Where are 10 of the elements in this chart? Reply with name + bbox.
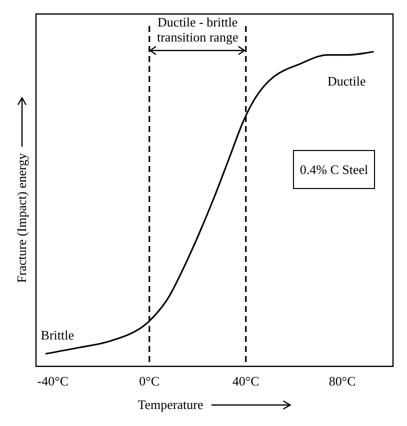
x-tick-label: 0°C — [139, 374, 160, 389]
y-axis-title: Fracture (Impact) energy — [14, 153, 30, 284]
x-tick-label: 80°C — [328, 374, 356, 389]
annotation: 0.4% C Steel — [293, 150, 375, 190]
x-tick-label: -40°C — [37, 374, 68, 389]
annotation: Brittle — [40, 327, 74, 342]
x-axis-title: Temperature — [138, 397, 204, 413]
text: Ductile - brittle transition range — [156, 14, 238, 45]
annotation: Ductile — [327, 73, 366, 88]
x-tick-label: 40°C — [232, 374, 260, 389]
